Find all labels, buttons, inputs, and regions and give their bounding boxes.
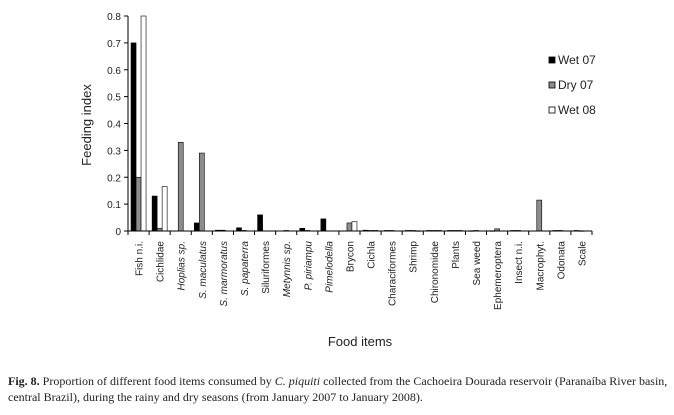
category-label: Shrimp bbox=[409, 241, 420, 273]
category-label: S. marmoratus bbox=[219, 241, 230, 307]
feeding-index-chart: 0 0.1 0.2 0.3 0.4 0.5 0.6 0.7 0.8 Fish n.i. Cichl… bbox=[79, 12, 596, 349]
caption-label: Fig. 8. bbox=[8, 374, 40, 388]
bar-wet-08 bbox=[161, 186, 168, 232]
bar-wet-07 bbox=[257, 214, 263, 232]
category-label: Scale bbox=[577, 241, 588, 266]
category-label: Chironomidae bbox=[430, 241, 441, 304]
category-label: Brycon bbox=[345, 241, 356, 272]
y-tick-label: 0.7 bbox=[107, 39, 121, 50]
category-label: Macrophyt. bbox=[535, 241, 546, 290]
bar-wet-08 bbox=[140, 15, 147, 232]
y-tick-label: 0.1 bbox=[107, 200, 121, 211]
bar-wet-07 bbox=[194, 222, 200, 232]
category-label: Sea weed bbox=[472, 241, 483, 285]
y-tick-label: 0.2 bbox=[107, 173, 121, 184]
category-label: Siluriformes bbox=[261, 241, 272, 294]
category-label: Hoplias sp. bbox=[177, 241, 188, 290]
bar-dry-07 bbox=[135, 176, 142, 232]
y-tick-label: 0.3 bbox=[107, 146, 121, 157]
y-tick-label: 0.4 bbox=[107, 120, 121, 131]
category-label: Fish n.i. bbox=[135, 241, 146, 276]
legend-label: Dry 07 bbox=[558, 78, 594, 92]
y-axis-title: Feeding index bbox=[79, 84, 94, 166]
y-tick-label: 0 bbox=[115, 227, 121, 238]
category-label: Characiformes bbox=[388, 241, 399, 306]
category-label: Cichlidae bbox=[156, 241, 167, 283]
category-label: Metynnis sp. bbox=[282, 241, 293, 297]
legend-swatch bbox=[548, 56, 556, 64]
y-tick-label: 0.6 bbox=[107, 66, 121, 77]
category-label: S. papaterra bbox=[240, 241, 251, 296]
legend-swatch bbox=[548, 81, 556, 89]
y-tick-label: 0.8 bbox=[107, 12, 121, 23]
category-label: P. piriampu bbox=[303, 241, 314, 291]
caption-text-after: collected from the Cachoeira Dourada res… bbox=[8, 374, 668, 404]
bar-dry-07 bbox=[346, 222, 353, 232]
legend: Wet 07 Dry 07 Wet 08 bbox=[548, 53, 596, 117]
bar-wet-07 bbox=[320, 218, 327, 232]
figure-caption: Fig. 8. Proportion of different food ite… bbox=[8, 373, 672, 405]
category-label: Cichla bbox=[367, 241, 378, 269]
category-label: S. maculatus bbox=[198, 241, 209, 299]
bar-dry-07 bbox=[177, 142, 184, 232]
bar-dry-07 bbox=[536, 199, 543, 232]
caption-species: C. piquiti bbox=[274, 374, 321, 388]
bar-wet-07 bbox=[151, 195, 158, 232]
category-label: Ephemeroptera bbox=[493, 241, 504, 310]
category-label: Pimelodella bbox=[324, 241, 335, 293]
caption-text-before: Proportion of different food items consu… bbox=[39, 374, 275, 388]
bar-dry-07 bbox=[199, 152, 205, 232]
y-tick-label: 0.5 bbox=[107, 93, 121, 104]
legend-label: Wet 07 bbox=[558, 53, 596, 67]
category-label: Insect n.i. bbox=[514, 241, 525, 284]
legend-label: Wet 08 bbox=[558, 103, 596, 117]
category-label: Odonata bbox=[556, 241, 567, 280]
bar-wet-08 bbox=[351, 221, 358, 232]
legend-swatch bbox=[548, 106, 556, 114]
category-label: Plants bbox=[451, 241, 462, 269]
x-axis-title: Food items bbox=[328, 334, 393, 349]
bar-wet-07 bbox=[130, 42, 137, 232]
